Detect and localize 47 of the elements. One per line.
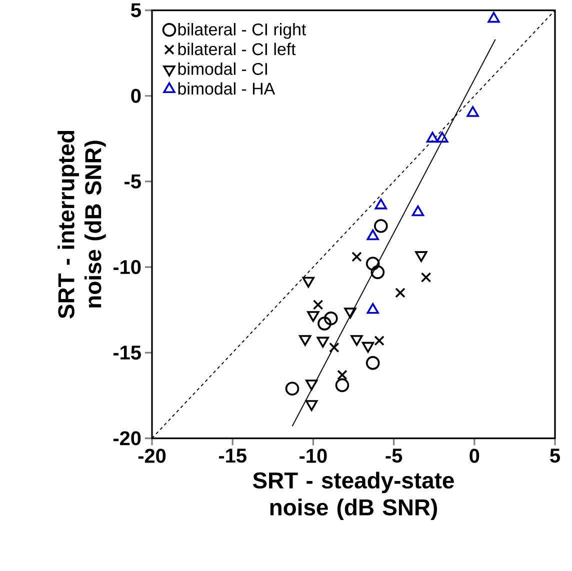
point	[285, 382, 300, 396]
point	[337, 370, 348, 380]
x-tick-label: -5	[386, 448, 402, 463]
y-tick-label: -5	[124, 174, 141, 188]
x-axis-title: SRT - steady-state noise (dB SNR)	[252, 472, 454, 520]
point	[366, 356, 380, 370]
point	[374, 335, 384, 346]
y-tick-label: -20	[113, 431, 141, 446]
point	[366, 229, 379, 240]
legend-label: bimodal - CI	[178, 62, 267, 75]
point	[395, 287, 406, 298]
legend-label: bilateral - CI left	[178, 42, 296, 56]
x-tick-label: 0	[470, 448, 480, 463]
point	[488, 12, 500, 23]
point	[305, 379, 318, 390]
x-tick-label: -10	[300, 448, 327, 463]
point	[299, 334, 312, 346]
y-tick-label: -15	[113, 346, 141, 360]
legend-label: bimodal - HA	[178, 82, 276, 95]
point	[350, 334, 363, 346]
point	[312, 299, 324, 310]
point	[420, 272, 432, 282]
point	[412, 205, 424, 216]
point	[436, 132, 448, 142]
point	[307, 310, 320, 322]
x-tick-label: 5	[550, 448, 560, 463]
point	[335, 378, 350, 392]
point	[370, 265, 385, 279]
point	[426, 132, 439, 142]
point	[329, 342, 340, 353]
point	[374, 198, 388, 210]
y-tick-label: 5	[131, 3, 141, 18]
y-axis-title: SRT - interrupted noise (dB SNR)	[58, 130, 106, 318]
y-tick-label: -10	[113, 260, 141, 274]
point	[305, 400, 318, 411]
point	[366, 256, 380, 270]
point	[374, 218, 388, 233]
point	[362, 342, 374, 353]
point	[318, 316, 332, 330]
legend-label: bilateral - CI right	[178, 22, 306, 39]
y-tick-label: 0	[131, 88, 141, 103]
point	[324, 311, 338, 326]
x-tick-label: -15	[218, 448, 246, 463]
point	[344, 308, 356, 318]
point	[466, 106, 479, 117]
point	[316, 336, 329, 348]
point	[352, 252, 362, 262]
